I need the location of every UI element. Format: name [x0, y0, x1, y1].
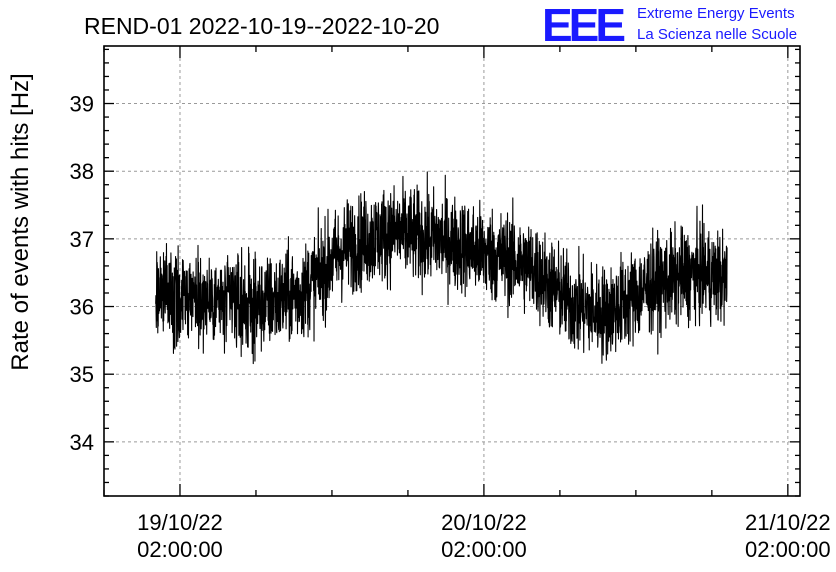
x-tick-date: 19/10/22: [137, 510, 223, 535]
plot-frame: [103, 45, 801, 497]
chart-title: REND-01 2022-10-19--2022-10-20: [84, 13, 439, 39]
x-tick-labels: 19/10/2202:00:0020/10/2202:00:0021/10/22…: [137, 510, 831, 562]
x-tick-time: 02:00:00: [441, 537, 527, 562]
series-layer: [155, 171, 728, 365]
y-tick-label: 35: [70, 362, 94, 387]
x-tick-date: 21/10/22: [745, 510, 831, 535]
rate-series-line: [155, 171, 728, 365]
eee-logo-line2: La Scienza nelle Scuole: [637, 26, 797, 43]
axis-ticks: [103, 46, 800, 497]
x-tick-time: 02:00:00: [745, 537, 831, 562]
y-axis-label: Rate of events with hits [Hz]: [7, 73, 34, 370]
y-tick-label: 39: [70, 92, 94, 117]
eee-logo-line1: Extreme Energy Events: [637, 5, 795, 22]
x-tick-time: 02:00:00: [137, 537, 223, 562]
y-tick-labels: 34 35 36 37 38 39: [70, 92, 94, 455]
y-tick-label: 38: [70, 159, 94, 184]
x-tick-date: 20/10/22: [441, 510, 527, 535]
eee-logo: EEE Extreme Energy Events La Scienza nel…: [542, 0, 797, 51]
y-tick-label: 37: [70, 227, 94, 252]
y-tick-label: 34: [70, 430, 94, 455]
y-tick-label: 36: [70, 295, 94, 320]
eee-logo-mark: EEE: [542, 0, 624, 51]
